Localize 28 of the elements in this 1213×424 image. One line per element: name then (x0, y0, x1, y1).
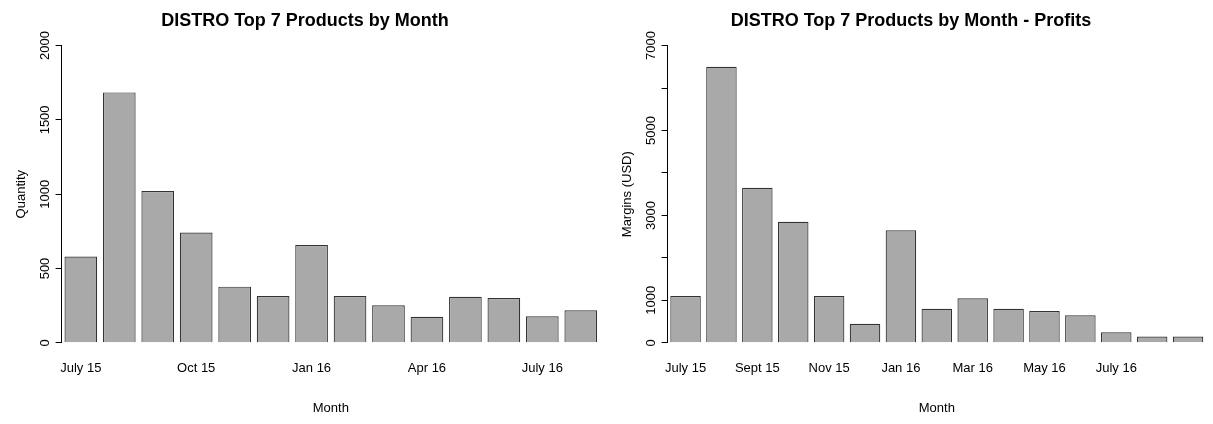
y-tick-label: 1000 (36, 179, 52, 209)
x-tick-label: Sept 15 (734, 360, 780, 376)
x-tick-label: July 15 (664, 360, 707, 376)
x-tick-label: Jan 16 (881, 360, 921, 376)
y-axis-title: Quantity (13, 169, 29, 219)
y-axis-title: Margins (USD) (619, 151, 635, 238)
y-tick-label: 500 (36, 257, 52, 280)
y-tick-label: 5000 (642, 116, 658, 145)
x-tick-label: Nov 15 (808, 360, 850, 376)
x-tick-label: Jan 16 (292, 360, 332, 376)
x-axis-title: Month (312, 399, 349, 415)
x-tick-label: May 16 (1023, 360, 1066, 376)
x-tick-label: July 16 (521, 360, 563, 376)
y-tick-label: 7000 (642, 31, 658, 61)
x-tick-label: Oct 15 (177, 360, 216, 376)
y-tick-label: 2000 (36, 31, 52, 61)
x-tick-label: July 16 (1095, 360, 1137, 376)
x-tick-label: Apr 16 (407, 360, 447, 376)
chart-title: DISTRO Top 7 Products by Month (161, 9, 449, 30)
x-tick-label: Mar 16 (952, 360, 993, 376)
y-tick-label: 0 (642, 339, 658, 347)
y-tick-label: 0 (36, 339, 52, 347)
y-tick-label: 1500 (36, 105, 52, 135)
x-axis-title: Month (918, 399, 955, 415)
y-tick-label: 3000 (642, 200, 658, 230)
x-tick-label: July 15 (60, 360, 102, 376)
y-tick-label: 1000 (642, 285, 658, 315)
chart-title: DISTRO Top 7 Products by Month - Profits (730, 9, 1092, 30)
